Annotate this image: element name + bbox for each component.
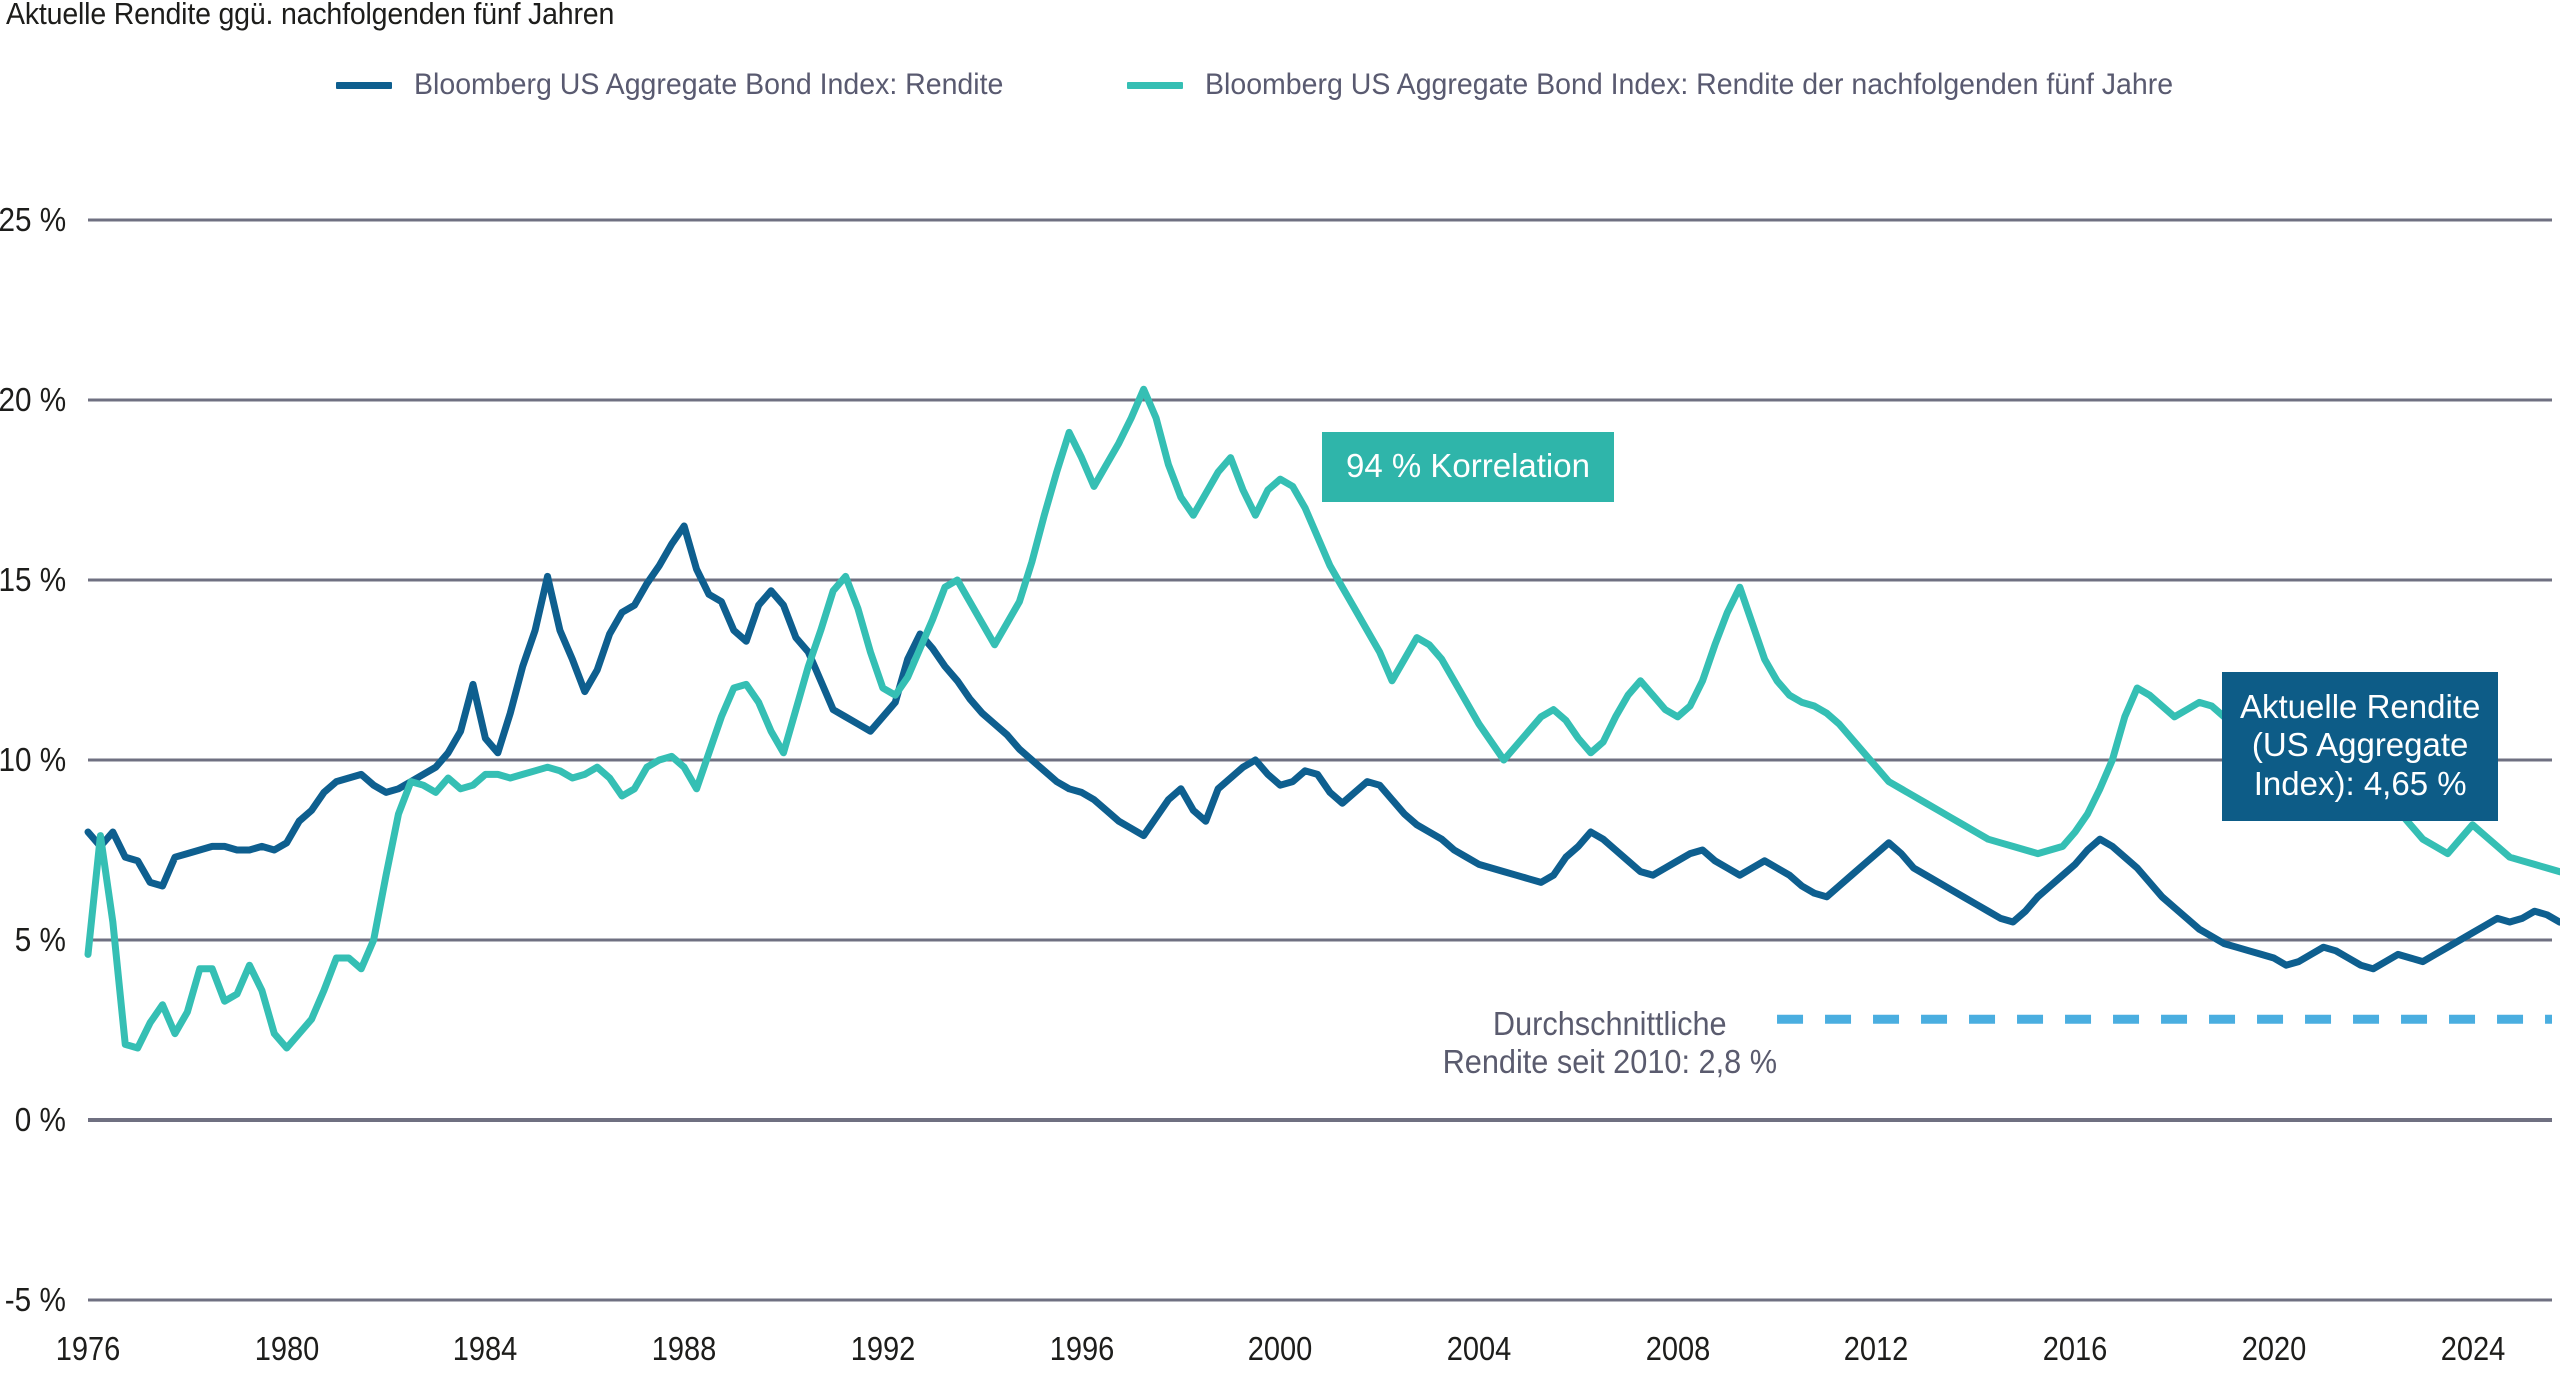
current-yield-line-2: (US Aggregate (2251, 726, 2469, 764)
x-tick-label: 1984 (453, 1330, 518, 1367)
x-tick-label: 1976 (55, 1330, 121, 1367)
series-line-forward-yield (84, 385, 2560, 1052)
average-yield-line-1: Durchschnittliche (1492, 1005, 1727, 1042)
legend-item-yield[interactable]: Bloomberg US Aggregate Bond Index: Rendi… (336, 68, 1034, 102)
y-tick-label: 0 % (14, 1101, 66, 1138)
y-tick-label: 10 % (0, 741, 66, 778)
x-tick-label: 1992 (850, 1330, 916, 1367)
current-yield-callout: Aktuelle Rendite (US Aggregate Index): 4… (2222, 672, 2499, 821)
legend-swatch-forward-yield (1126, 81, 1183, 89)
page-title: Aktuelle Rendite ggü. nachfolgenden fünf… (6, 0, 615, 31)
x-tick-label: 1988 (651, 1330, 717, 1367)
x-tick-label: 2016 (2042, 1330, 2108, 1367)
x-tick-label: 2000 (1247, 1330, 1313, 1367)
average-yield-label: Durchschnittliche Rendite seit 2010: 2,8… (1443, 1005, 1777, 1081)
x-tick-label: 2012 (1844, 1330, 1909, 1367)
series-line-yield (84, 522, 2560, 973)
x-tick-label: 1980 (254, 1330, 320, 1367)
gridlines (88, 218, 2552, 1302)
x-tick-label: 2008 (1645, 1330, 1710, 1367)
y-tick-label: 15 % (0, 561, 66, 598)
current-yield-line-1: Aktuelle Rendite (2240, 688, 2481, 725)
y-tick-label: 20 % (0, 381, 66, 418)
legend-swatch-yield (336, 81, 393, 89)
x-tick-label: 2024 (2440, 1330, 2505, 1367)
legend-label-yield: Bloomberg US Aggregate Bond Index: Rendi… (414, 68, 1004, 101)
y-tick-label: 5 % (14, 921, 66, 958)
legend-label-forward-yield: Bloomberg US Aggregate Bond Index: Rendi… (1204, 68, 2173, 101)
current-yield-line-3: Index): 4,65 % (2253, 764, 2467, 802)
y-tick-label: -5 % (4, 1281, 66, 1318)
legend-item-forward-yield[interactable]: Bloomberg US Aggregate Bond Index: Rendi… (1126, 68, 2224, 102)
chart-legend: Bloomberg US Aggregate Bond Index: Rendi… (0, 62, 2560, 108)
x-tick-label: 1996 (1049, 1330, 1114, 1367)
x-tick-label: 2020 (2241, 1330, 2307, 1367)
x-tick-label: 2004 (1446, 1330, 1512, 1367)
correlation-badge: 94 % Korrelation (1322, 432, 1614, 502)
y-tick-label: 25 % (0, 201, 66, 238)
series-lines (84, 385, 2560, 1052)
average-yield-line-2: Rendite seit 2010: 2,8 % (1442, 1042, 1777, 1080)
